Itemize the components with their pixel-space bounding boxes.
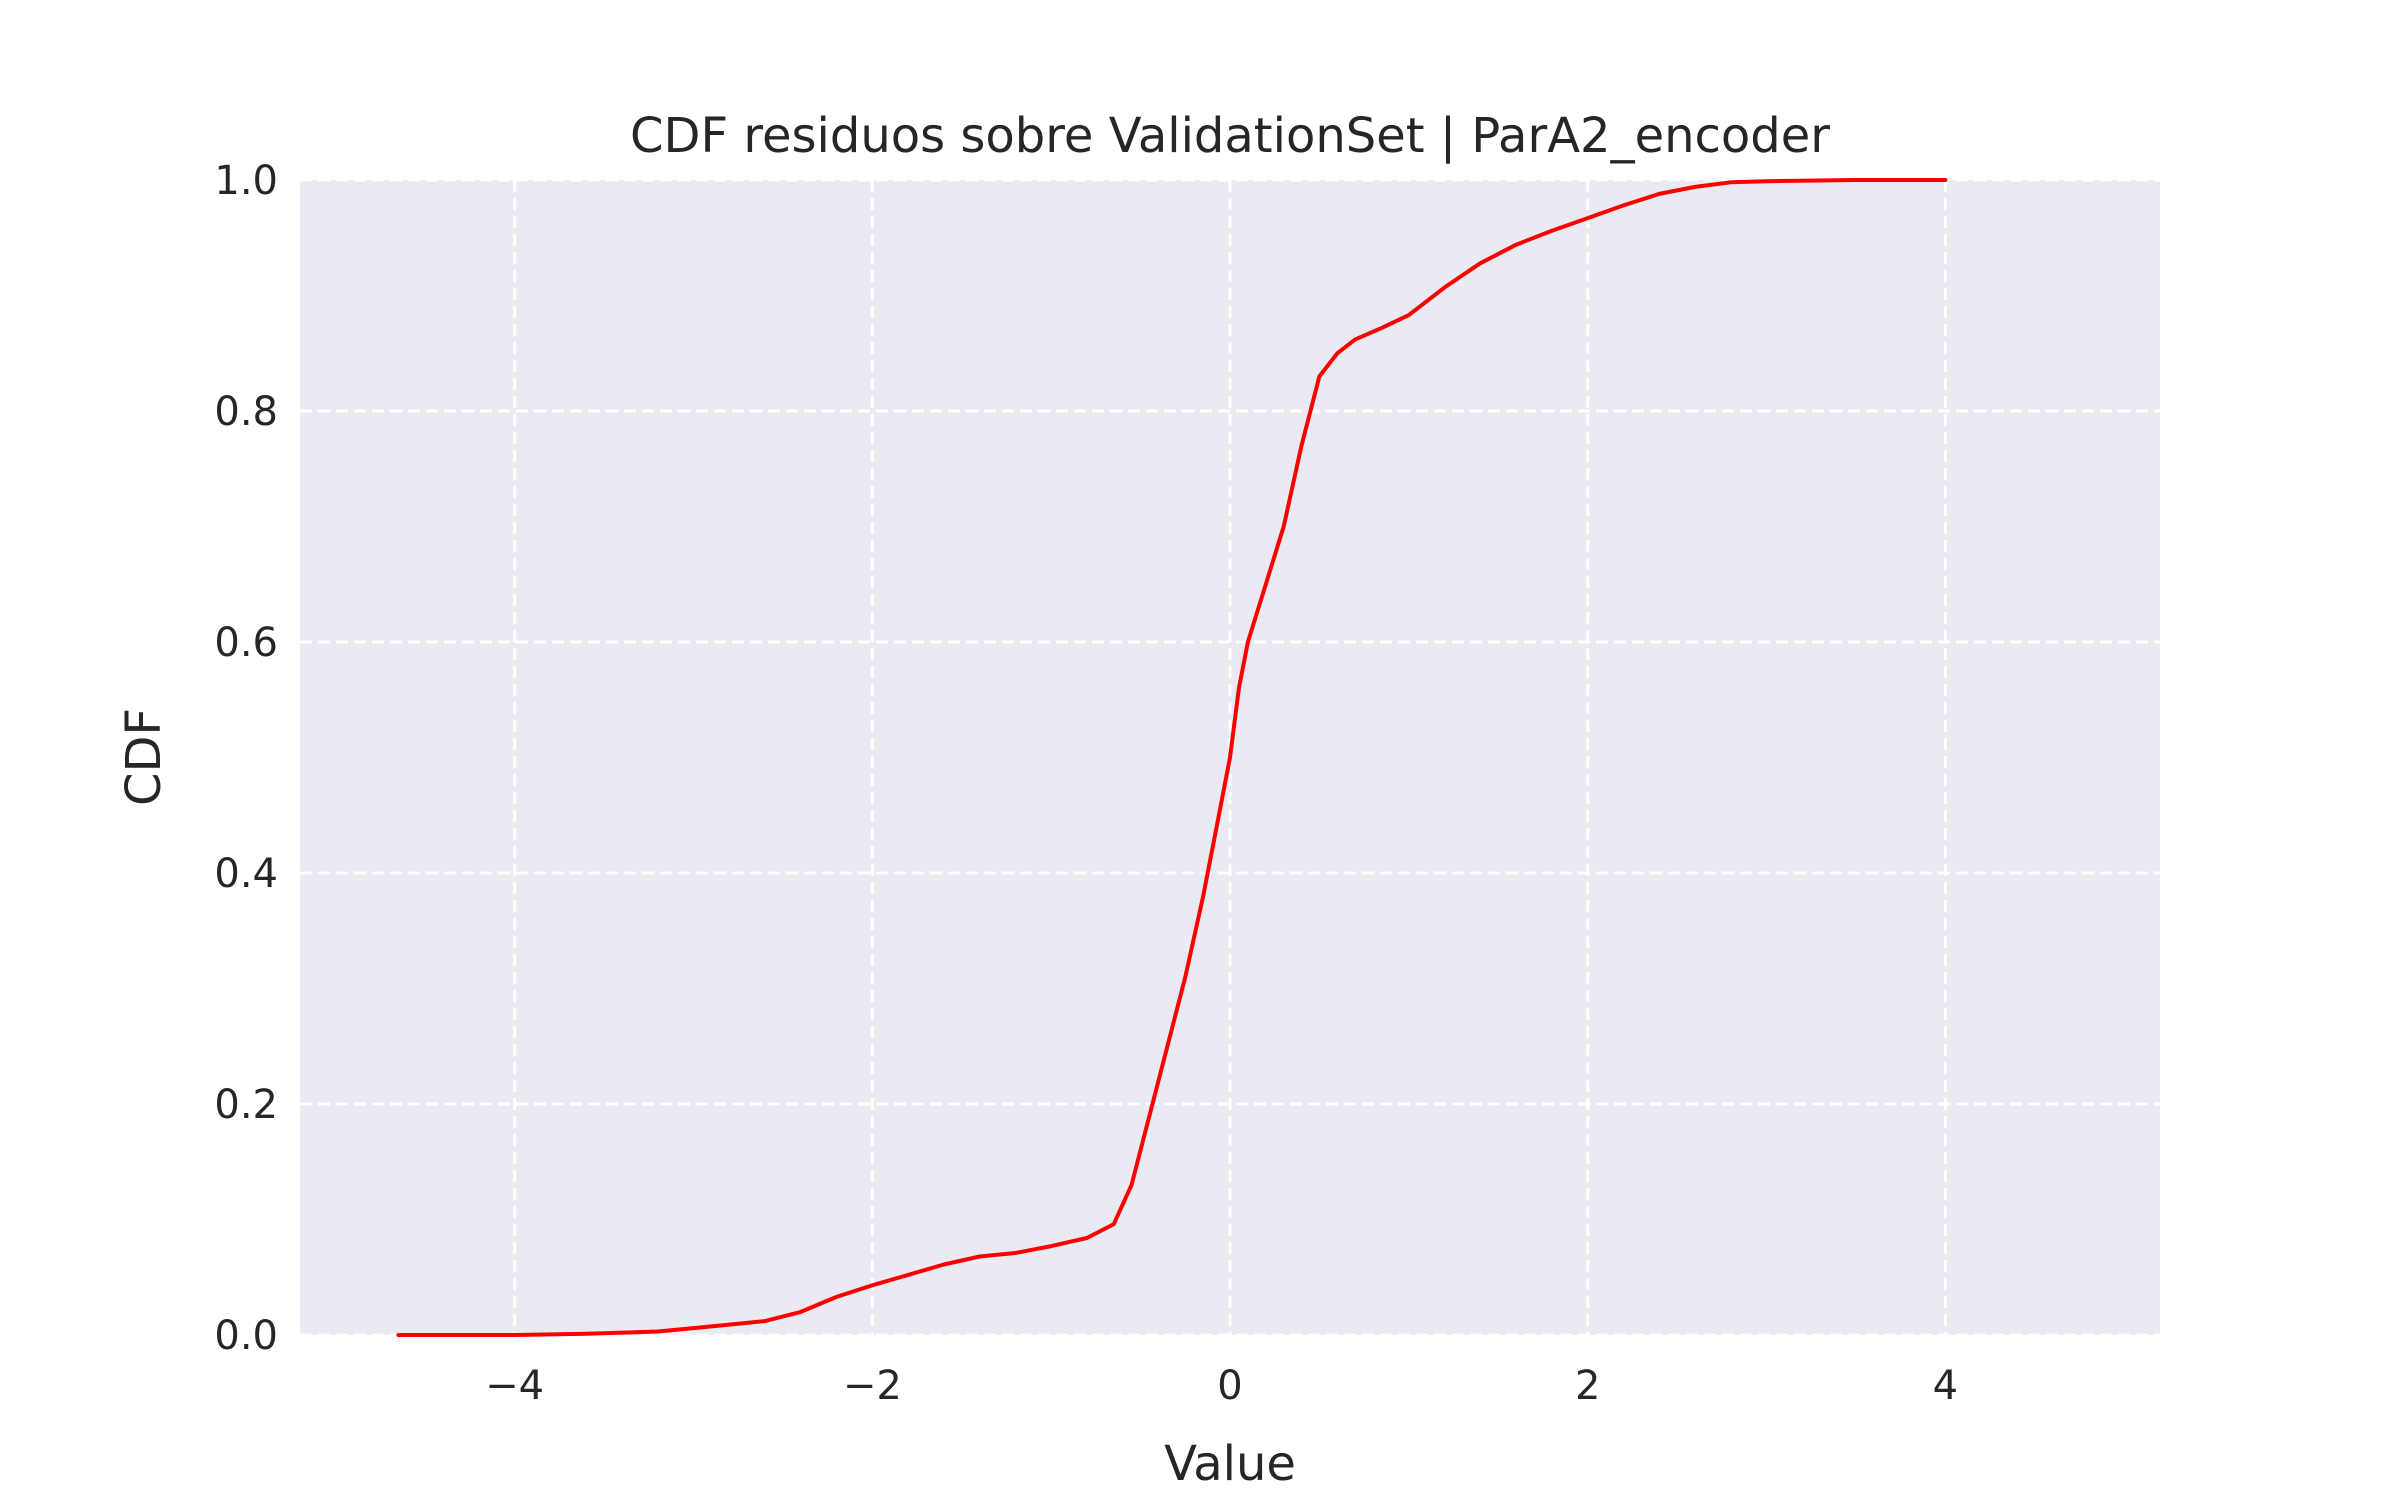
y-axis-label: CDF [116, 708, 172, 806]
y-tick-label: 0.4 [214, 851, 278, 897]
y-tick-label: 0.6 [214, 620, 278, 666]
x-tick-label: 4 [1933, 1363, 1958, 1409]
chart-title: CDF residuos sobre ValidationSet | ParA2… [630, 108, 1830, 164]
x-tick-labels: −4 −2 0 2 4 [485, 1363, 1958, 1409]
y-tick-labels: 0.0 0.2 0.4 0.6 0.8 1.0 [214, 158, 278, 1359]
y-tick-label: 0.2 [214, 1082, 278, 1128]
cdf-series-line [396, 178, 1948, 1337]
x-axis-label: Value [1164, 1436, 1296, 1492]
x-tick-label: 0 [1217, 1363, 1242, 1409]
x-tick-label: −2 [843, 1363, 902, 1409]
series-layer [396, 178, 1948, 1337]
y-tick-label: 1.0 [214, 158, 278, 204]
x-tick-label: −4 [485, 1363, 544, 1409]
y-tick-label: 0.0 [214, 1313, 278, 1359]
x-tick-label: 2 [1575, 1363, 1600, 1409]
y-tick-label: 0.8 [214, 389, 278, 435]
